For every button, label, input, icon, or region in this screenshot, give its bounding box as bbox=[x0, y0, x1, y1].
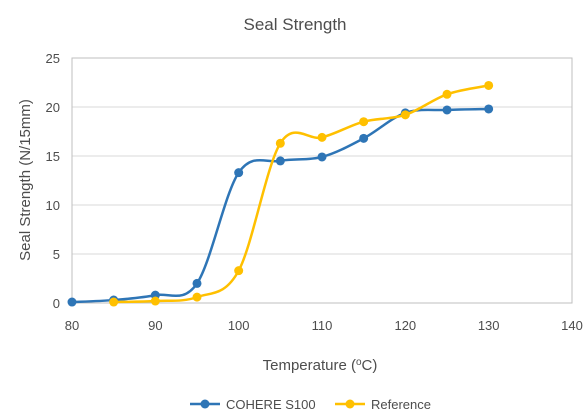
data-point bbox=[192, 292, 202, 302]
x-tick-label: 80 bbox=[65, 318, 79, 333]
data-point bbox=[275, 156, 285, 166]
data-point bbox=[150, 296, 160, 306]
x-tick-labels: 80 90 100 110 120 130 140 bbox=[65, 318, 583, 333]
data-point bbox=[67, 297, 77, 307]
x-tick-label: 130 bbox=[478, 318, 500, 333]
gridlines bbox=[72, 57, 572, 304]
x-tick-label: 120 bbox=[394, 318, 416, 333]
x-tick-label: 90 bbox=[148, 318, 162, 333]
series-layer bbox=[67, 80, 494, 307]
y-tick-label: 0 bbox=[53, 296, 60, 311]
legend-label: COHERE S100 bbox=[226, 397, 316, 412]
legend-marker bbox=[200, 399, 210, 409]
data-point bbox=[484, 80, 494, 90]
data-point bbox=[109, 297, 119, 307]
series-line bbox=[113, 84, 489, 304]
legend-marker bbox=[345, 399, 355, 409]
data-point bbox=[234, 266, 244, 276]
y-tick-labels: 0 5 10 15 20 25 bbox=[46, 51, 60, 311]
legend-item: Reference bbox=[335, 397, 431, 412]
chart-title: Seal Strength bbox=[243, 15, 346, 34]
data-point bbox=[359, 117, 369, 127]
x-tick-label: 110 bbox=[312, 318, 333, 333]
y-tick-label: 15 bbox=[46, 149, 60, 164]
legend: COHERE S100 Reference bbox=[190, 397, 431, 412]
y-axis-title: Seal Strength (N/15mm) bbox=[17, 99, 34, 261]
data-point bbox=[442, 105, 452, 115]
y-tick-label: 20 bbox=[46, 100, 60, 115]
data-point bbox=[317, 152, 327, 162]
legend-label: Reference bbox=[371, 397, 431, 412]
data-point bbox=[442, 89, 452, 99]
data-point bbox=[400, 110, 410, 120]
y-tick-label: 5 bbox=[53, 247, 60, 262]
y-tick-label: 25 bbox=[46, 51, 60, 66]
plot-area bbox=[71, 57, 573, 304]
x-tick-label: 140 bbox=[561, 318, 583, 333]
data-point bbox=[317, 132, 327, 142]
legend-item: COHERE S100 bbox=[190, 397, 316, 412]
data-point bbox=[192, 278, 202, 288]
x-axis-title: Temperature (oC) bbox=[263, 357, 378, 375]
data-point bbox=[234, 168, 244, 178]
series-1 bbox=[109, 80, 494, 307]
data-point bbox=[359, 133, 369, 143]
x-tick-label: 100 bbox=[228, 318, 250, 333]
data-point bbox=[275, 138, 285, 148]
y-tick-label: 10 bbox=[46, 198, 60, 213]
data-point bbox=[484, 104, 494, 114]
